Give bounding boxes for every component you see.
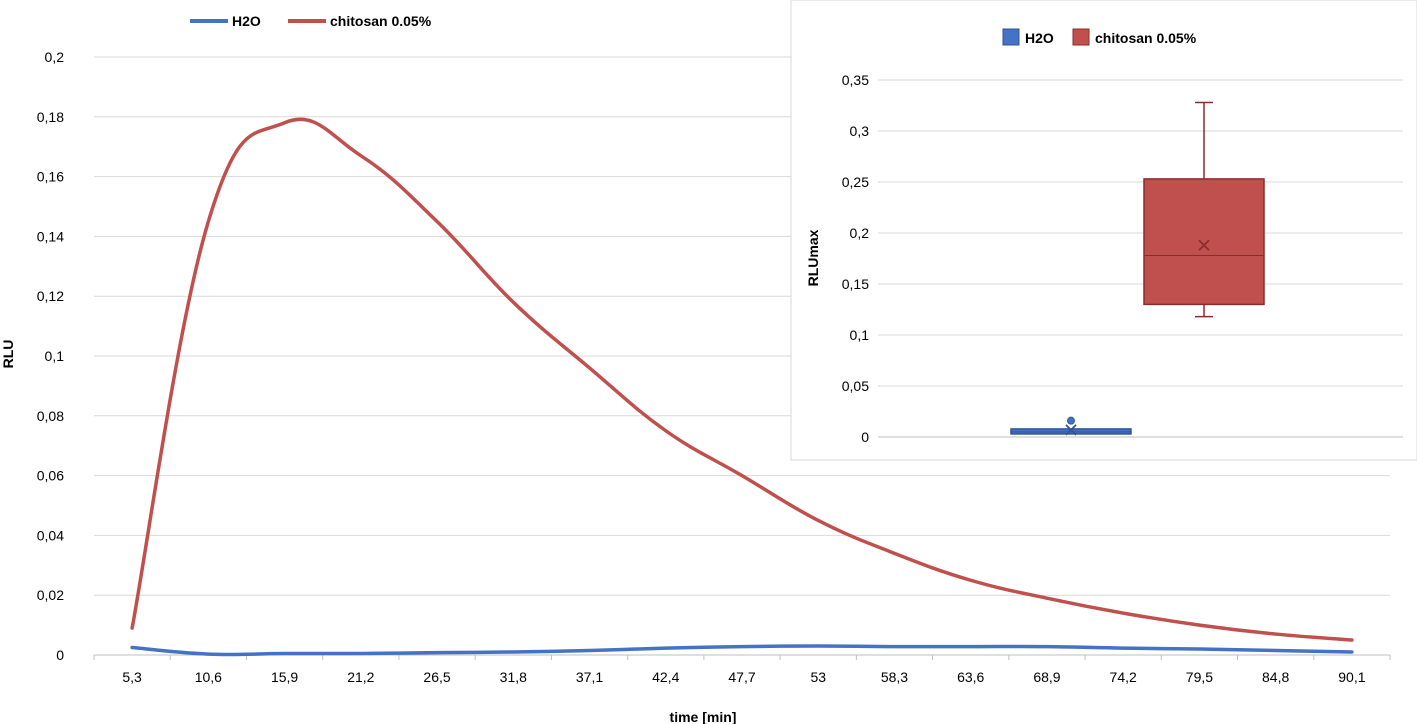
- box-outlier: [1067, 416, 1075, 425]
- box-mean-marker: [1198, 239, 1210, 251]
- x-tick-label: 53: [810, 669, 826, 685]
- inset-gridlines: [878, 79, 1403, 438]
- legend-label: chitosan 0.05%: [330, 13, 432, 29]
- inset-legend-swatch: [1072, 28, 1090, 46]
- legend-label: H2O: [232, 13, 261, 29]
- x-tick-label: 79,5: [1186, 669, 1213, 685]
- inset-boxplot: 0 0,05 0,1 0,15 0,2 0,25 0,3 0,35 H2O chitosan 0…: [790, 0, 1417, 461]
- x-tick-label: 31,8: [500, 669, 527, 685]
- y-tick-label: 0,06: [37, 468, 64, 484]
- y-tick-label: 0,12: [37, 288, 64, 304]
- main-x-axis: [93, 654, 1391, 660]
- inset-legend-label: chitosan 0.05%: [1095, 30, 1197, 46]
- inset-y-tick-label: 0,3: [850, 123, 870, 139]
- x-tick-label: 63,6: [957, 669, 984, 685]
- inset-y-tick-label: 0: [861, 429, 869, 445]
- x-tick-label: 47,7: [728, 669, 755, 685]
- x-tick-label: 42,4: [652, 669, 679, 685]
- box-mean-marker: [1065, 424, 1077, 436]
- box-body: [1143, 178, 1265, 306]
- y-tick-label: 0,18: [37, 109, 64, 125]
- inset-legend-swatch: [1002, 28, 1020, 46]
- main-series: [130, 117, 1354, 657]
- inset-frame: [790, 0, 1417, 461]
- series-line-0: [130, 644, 1354, 657]
- y-tick-label: 0,16: [37, 169, 64, 185]
- inset-y-tick-label: 0,1: [850, 327, 870, 343]
- inset-y-tick-label: 0,25: [842, 174, 869, 190]
- y-tick-label: 0: [56, 647, 64, 663]
- x-tick-label: 74,2: [1110, 669, 1137, 685]
- y-tick-label: 0,04: [37, 527, 64, 543]
- x-axis-title: time [min]: [670, 709, 737, 724]
- x-tick-label: 26,5: [423, 669, 450, 685]
- inset-y-tick-label: 0,15: [842, 276, 869, 292]
- inset-y-tick-labels: 0 0,05 0,1 0,15 0,2 0,25 0,3 0,35: [842, 72, 869, 445]
- x-tick-label: 10,6: [195, 669, 222, 685]
- y-tick-label: 0,1: [45, 348, 65, 364]
- x-tick-label: 84,8: [1262, 669, 1289, 685]
- main-y-tick-labels: 0 0,02 0,04 0,06 0,08 0,1 0,12 0,14 0,16 0,18 0,2: [37, 49, 64, 663]
- y-axis-title: RLU: [0, 340, 16, 369]
- y-tick-label: 0,14: [37, 228, 64, 244]
- inset-legend: H2O chitosan 0.05%: [1002, 28, 1197, 46]
- inset-legend-label: H2O: [1025, 30, 1054, 46]
- series-line-1: [130, 117, 1354, 642]
- inset-y-tick-label: 0,2: [850, 225, 870, 241]
- x-tick-label: 68,9: [1033, 669, 1060, 685]
- x-tick-label: 58,3: [881, 669, 908, 685]
- y-tick-label: 0,2: [45, 49, 65, 65]
- x-tick-label: 90,1: [1338, 669, 1365, 685]
- main-legend: H2O chitosan 0.05%: [190, 13, 432, 29]
- y-tick-label: 0,08: [37, 408, 64, 424]
- y-tick-label: 0,02: [37, 587, 64, 603]
- x-tick-label: 21,2: [347, 669, 374, 685]
- inset-y-tick-label: 0,35: [842, 72, 869, 88]
- x-tick-label: 37,1: [576, 669, 603, 685]
- main-x-tick-labels: 5,3 10,6 15,9 21,2 26,5 31,8 37,1 42,4 47,7 53 58,…: [122, 669, 1365, 685]
- inset-y-tick-label: 0,05: [842, 378, 869, 394]
- inset-y-axis-title: RLUmax: [805, 229, 821, 286]
- inset-boxes: [1010, 101, 1265, 436]
- x-tick-label: 15,9: [271, 669, 298, 685]
- x-tick-label: 5,3: [122, 669, 142, 685]
